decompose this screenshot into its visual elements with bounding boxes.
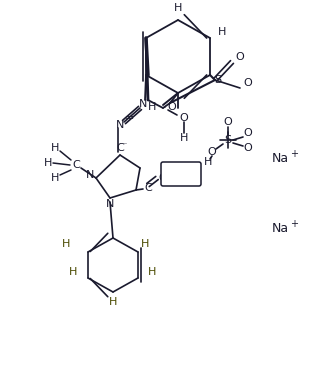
Text: O: O: [224, 117, 232, 127]
Text: O: O: [208, 147, 216, 157]
Text: C: C: [144, 183, 152, 193]
Text: Abs: Abs: [171, 165, 191, 175]
Text: H: H: [180, 133, 188, 143]
Text: C: C: [72, 160, 80, 170]
Text: H: H: [44, 158, 52, 168]
Text: N: N: [106, 199, 114, 209]
Text: H: H: [204, 157, 212, 167]
Text: H: H: [69, 267, 77, 277]
Text: S: S: [214, 75, 221, 85]
Text: H: H: [174, 3, 182, 13]
Text: =: =: [125, 113, 135, 123]
Text: O: O: [244, 128, 252, 138]
FancyBboxPatch shape: [161, 162, 201, 186]
Text: O: O: [167, 102, 176, 112]
Text: H: H: [62, 239, 70, 249]
Text: H: H: [141, 239, 149, 249]
Text: N: N: [116, 120, 124, 130]
Text: N: N: [139, 99, 147, 109]
Text: H: H: [51, 143, 59, 153]
Text: H: H: [51, 173, 59, 183]
Text: -: -: [161, 102, 165, 112]
Text: O: O: [244, 143, 252, 153]
Text: C: C: [116, 143, 124, 153]
Text: O: O: [180, 113, 188, 123]
Text: S: S: [224, 135, 232, 145]
Text: N: N: [86, 170, 94, 180]
Text: ⁻: ⁻: [123, 141, 127, 150]
Text: O: O: [244, 78, 252, 88]
Text: Na: Na: [271, 221, 289, 235]
Text: +: +: [290, 219, 298, 229]
Text: O: O: [236, 52, 244, 62]
Text: +: +: [290, 149, 298, 159]
Text: H: H: [148, 267, 156, 277]
Text: H: H: [109, 297, 117, 307]
Text: H: H: [148, 102, 156, 112]
Text: H: H: [218, 27, 226, 37]
Text: Na: Na: [271, 152, 289, 165]
Text: O: O: [159, 173, 167, 183]
